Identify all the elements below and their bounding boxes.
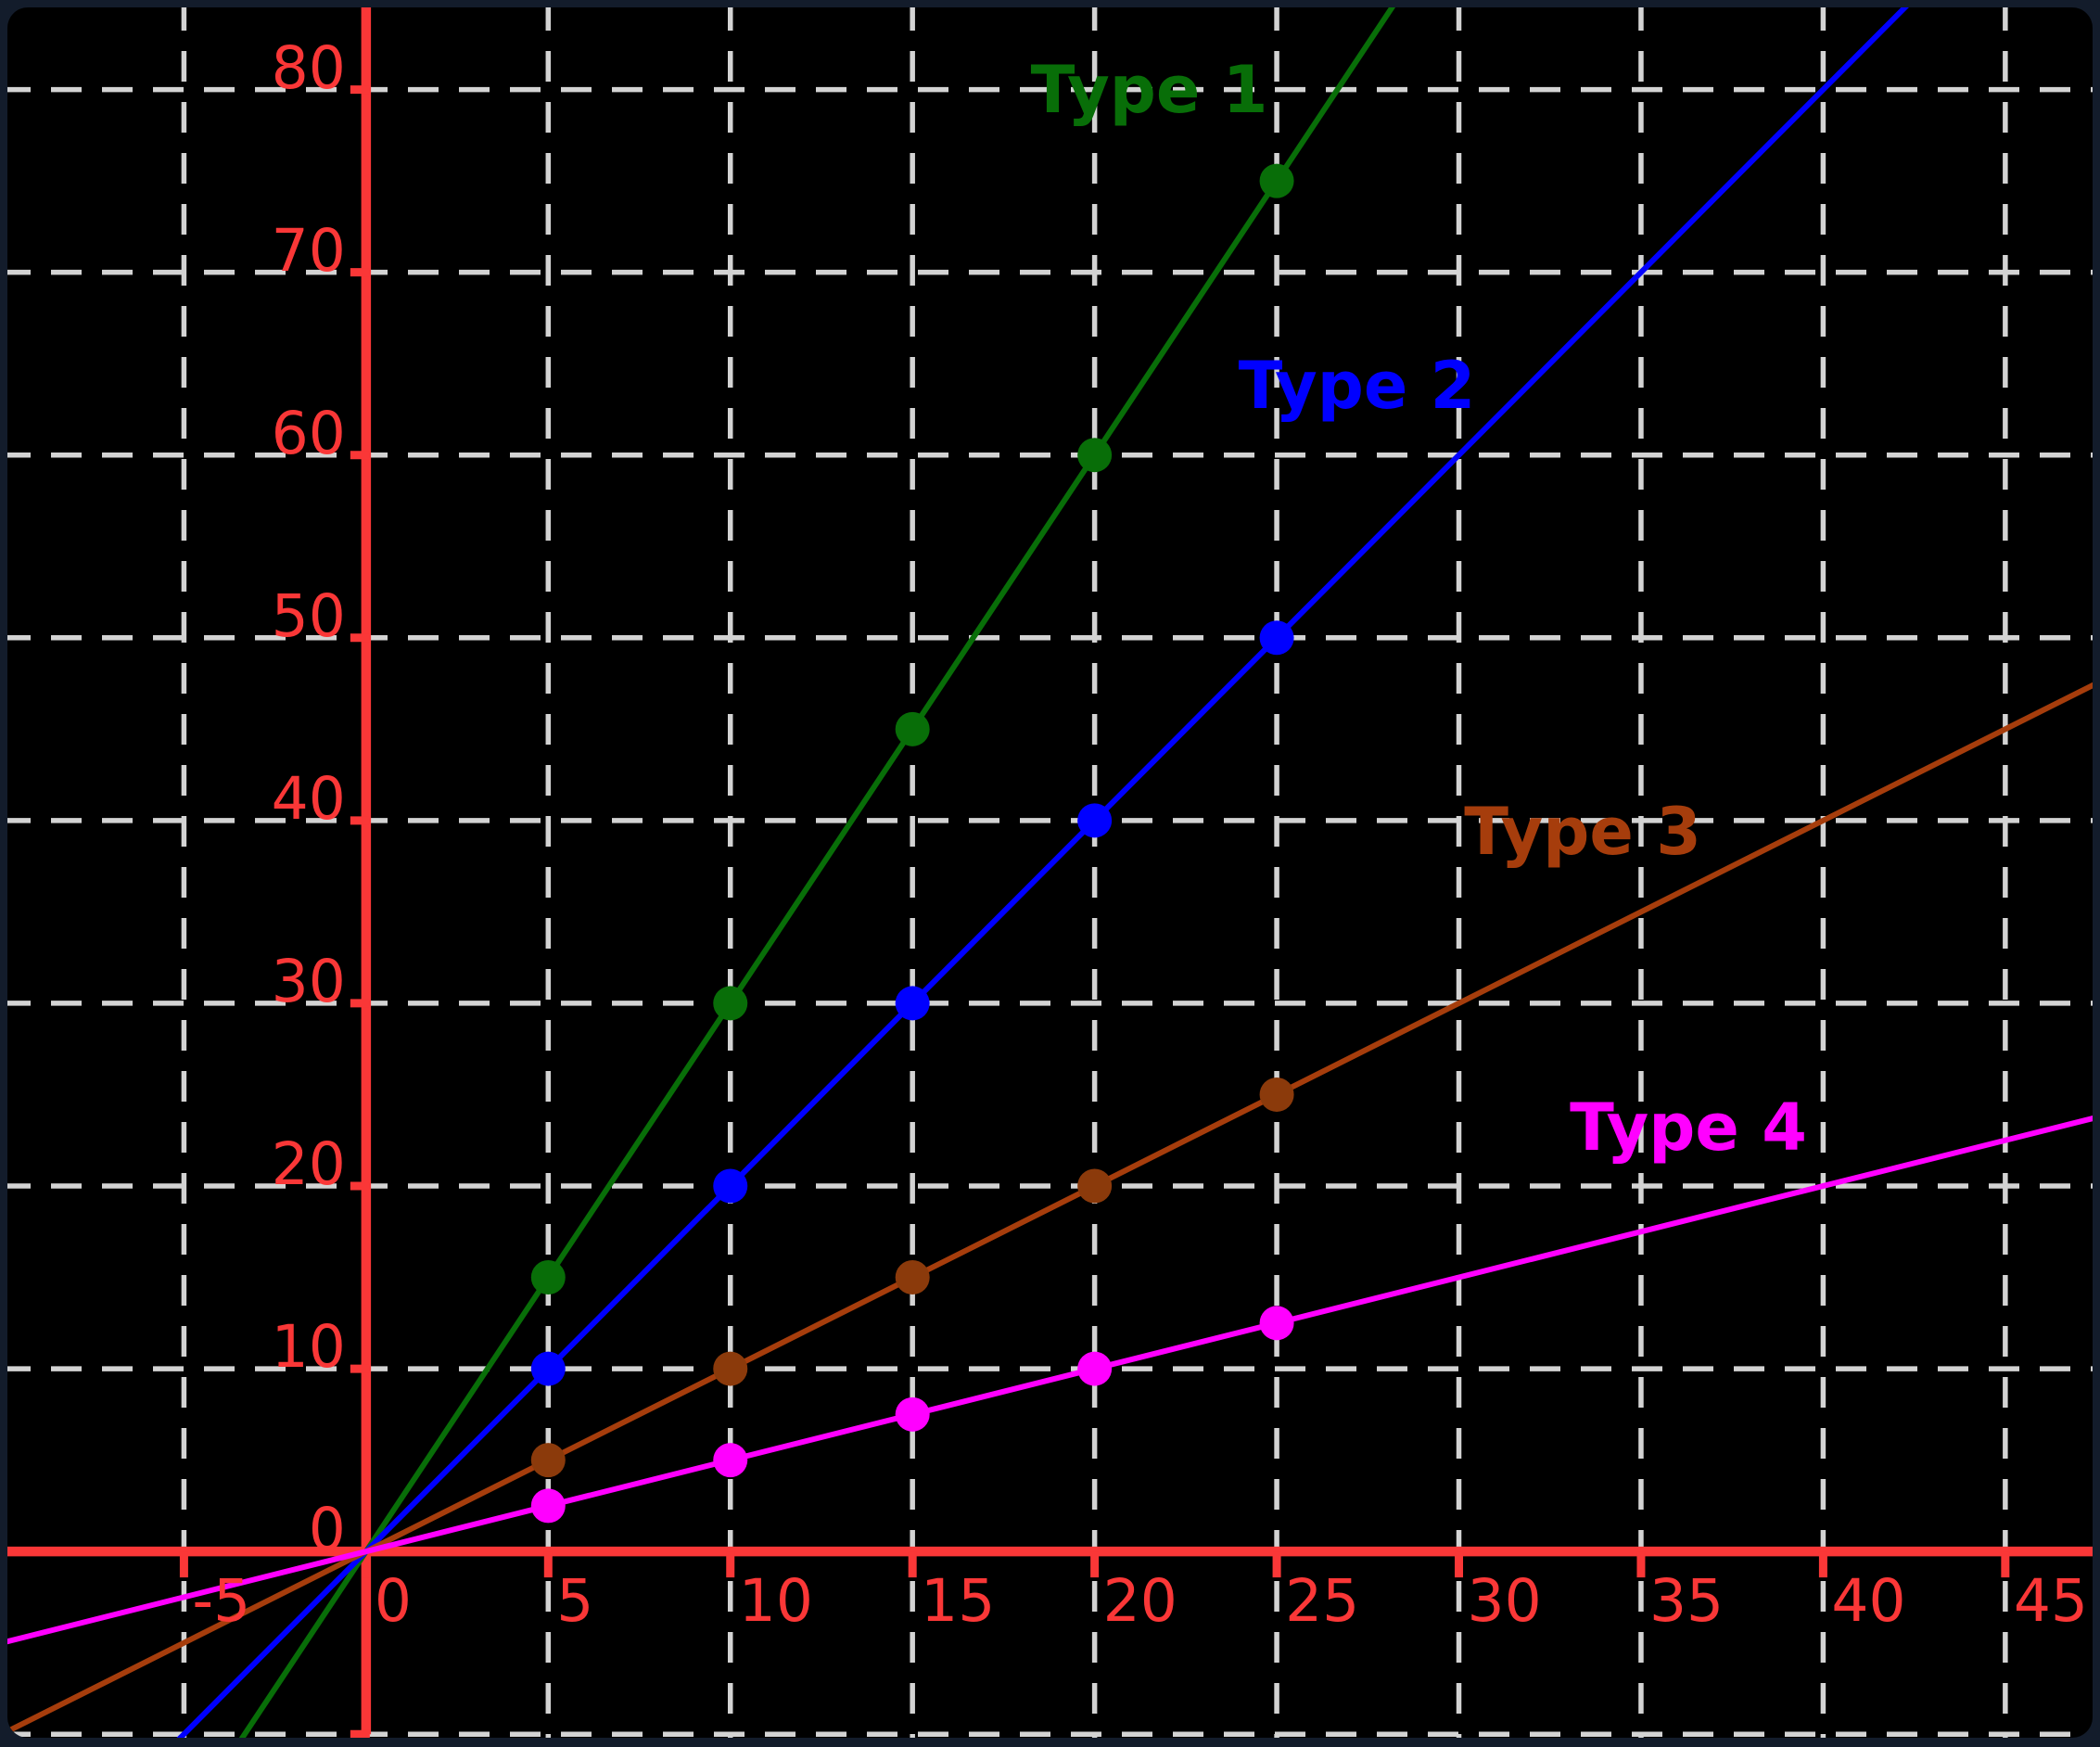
data-point-type-2 bbox=[530, 1351, 566, 1386]
data-point-type-1 bbox=[530, 1260, 566, 1295]
series-line-type-3 bbox=[7, 660, 2093, 1738]
data-point-type-3 bbox=[530, 1443, 566, 1478]
data-point-type-2 bbox=[895, 986, 930, 1021]
series-label-type-3: Type 3 bbox=[1464, 793, 1701, 870]
series-line-type-4 bbox=[7, 1104, 2093, 1655]
plot-area bbox=[7, 7, 2093, 1738]
data-point-type-3 bbox=[1259, 1077, 1294, 1112]
data-point-type-3 bbox=[713, 1351, 748, 1386]
data-point-type-2 bbox=[1077, 803, 1113, 838]
data-point-type-2 bbox=[1259, 620, 1294, 656]
series-label-type-2: Type 2 bbox=[1238, 347, 1476, 424]
data-point-type-1 bbox=[1077, 438, 1113, 473]
series-label-type-4: Type 4 bbox=[1570, 1089, 1807, 1166]
data-point-type-1 bbox=[895, 711, 930, 746]
data-point-type-1 bbox=[1259, 163, 1294, 198]
data-point-type-2 bbox=[713, 1168, 748, 1204]
data-point-type-4 bbox=[1077, 1351, 1113, 1386]
data-point-type-4 bbox=[895, 1396, 930, 1432]
data-point-type-4 bbox=[713, 1443, 748, 1478]
data-point-type-1 bbox=[713, 986, 748, 1021]
data-point-type-4 bbox=[1259, 1306, 1294, 1341]
series-label-type-1: Type 1 bbox=[1030, 51, 1268, 128]
data-point-type-3 bbox=[895, 1260, 930, 1295]
data-point-type-3 bbox=[1077, 1168, 1113, 1204]
data-point-type-4 bbox=[530, 1488, 566, 1524]
